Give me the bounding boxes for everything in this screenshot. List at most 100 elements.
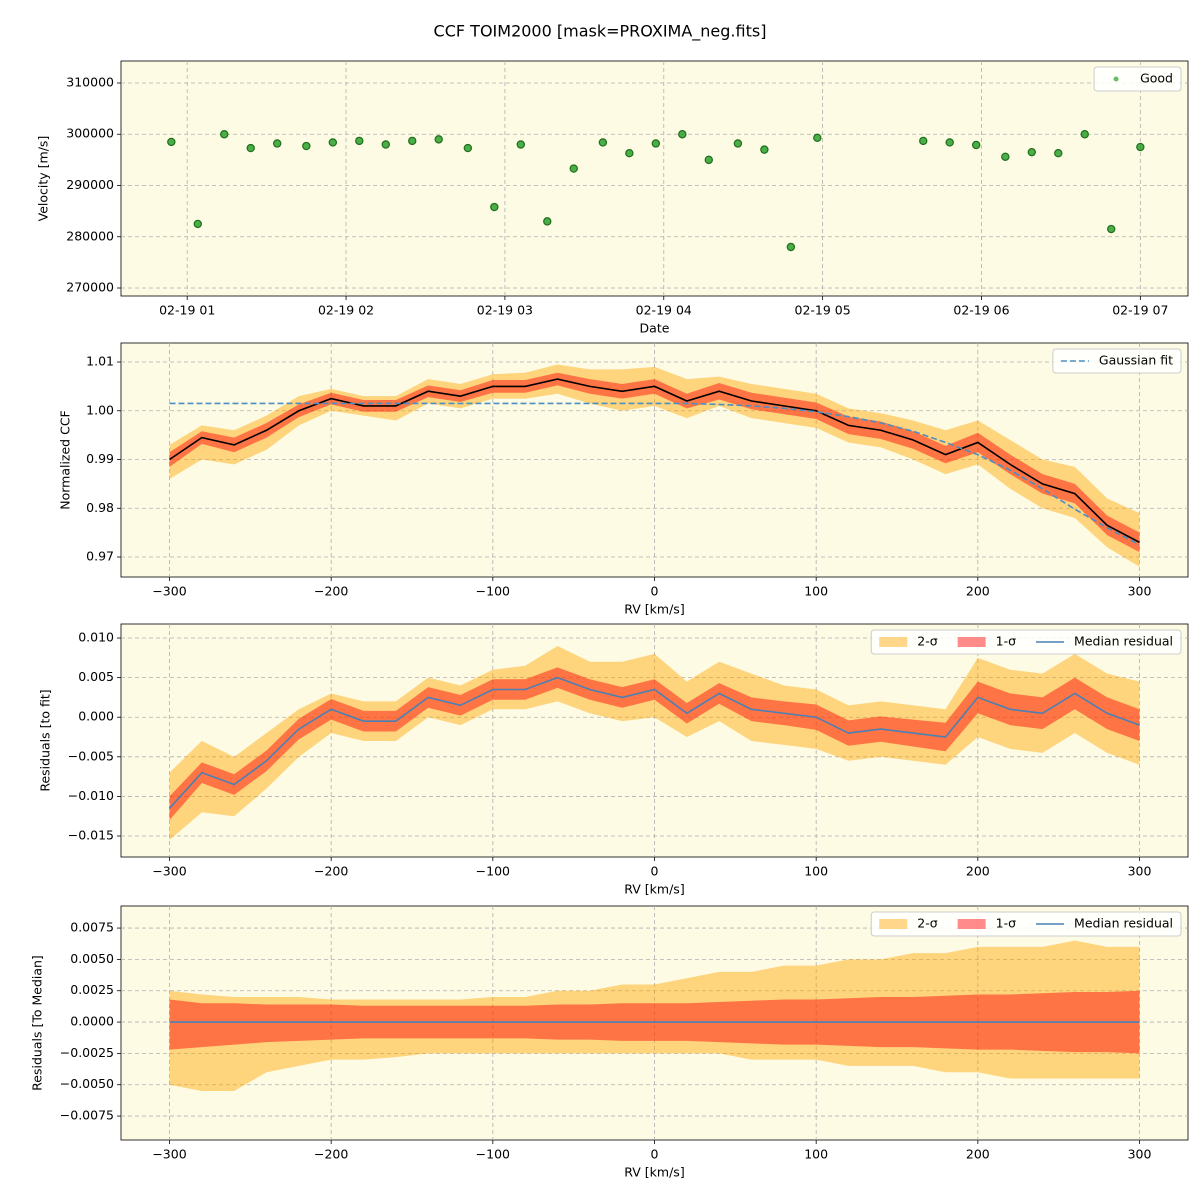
- data-point: [193, 219, 202, 229]
- data-point: [463, 143, 473, 153]
- data-point: [919, 136, 928, 146]
- data-point: [246, 143, 255, 153]
- x-tick-label: 02-19 05: [795, 303, 851, 318]
- legend-label: 1-σ: [996, 916, 1016, 931]
- legend-label: 2-σ: [917, 916, 937, 931]
- panel: −300 −200 −100 0 100 200 300 0.97 0.98 0.99 1.00 1.…: [58, 342, 1189, 617]
- legend-swatch: [879, 919, 908, 929]
- x-tick-label: 300: [1128, 1147, 1152, 1162]
- data-point: [1027, 147, 1036, 157]
- legend: Good: [1093, 66, 1182, 92]
- data-point: [355, 136, 364, 146]
- x-tick-label: 200: [966, 864, 990, 879]
- y-tick-label: 0.005: [78, 669, 114, 684]
- x-tick-label: −300: [152, 864, 186, 879]
- legend-swatch: [879, 637, 908, 647]
- y-tick-label: −0.010: [68, 788, 114, 803]
- data-point: [434, 135, 443, 144]
- confidence-band: [169, 645, 1140, 840]
- x-tick-label: 100: [804, 584, 828, 599]
- y-tick-label: 280000: [66, 228, 114, 243]
- data-point: [760, 145, 769, 154]
- legend-swatch: [957, 637, 986, 647]
- x-tick-label: −200: [314, 864, 348, 879]
- confidence-band: [169, 372, 1140, 553]
- legend: Gaussian fit: [1052, 348, 1182, 374]
- y-tick-label: 270000: [66, 280, 114, 295]
- legend: 2-σ 1-σ Median residual: [870, 911, 1182, 937]
- legend-label: 2-σ: [917, 634, 937, 649]
- data-point: [328, 138, 338, 147]
- data-point: [302, 141, 311, 151]
- x-tick-label: 02-19 06: [953, 303, 1009, 318]
- x-tick-label: −100: [476, 584, 510, 599]
- x-tick-label: −300: [152, 584, 186, 599]
- x-tick-label: −200: [314, 1147, 348, 1162]
- line: [168, 676, 1140, 809]
- x-axis-label: Date: [640, 321, 670, 336]
- x-tick-label: 02-19 03: [477, 303, 533, 318]
- legend-label: Good: [1140, 71, 1173, 86]
- legend: 2-σ 1-σ Median residual: [870, 629, 1182, 655]
- x-tick-label: 0: [651, 1147, 659, 1162]
- data-point: [167, 137, 176, 147]
- confidence-band: [169, 667, 1140, 821]
- y-tick-label: −0.005: [68, 748, 114, 763]
- data-point: [273, 139, 282, 148]
- data-point: [569, 164, 578, 173]
- y-tick-label: 0.010: [78, 630, 114, 645]
- y-axis-label: Residuals [to fit]: [38, 689, 53, 791]
- panel: −300 −200 −100 0 100 200 300 −0.015 −0.010 −0.005…: [38, 623, 1189, 897]
- y-tick-label: 0.97: [86, 549, 114, 564]
- y-tick-label: 0.0050: [70, 951, 114, 966]
- x-tick-label: 100: [804, 864, 828, 879]
- x-tick-label: 300: [1128, 584, 1152, 599]
- y-tick-label: 290000: [66, 177, 114, 192]
- data-point: [704, 155, 713, 165]
- data-point: [971, 140, 981, 150]
- legend-box: [870, 629, 1182, 655]
- y-tick-label: −0.0050: [60, 1076, 114, 1091]
- data-point: [490, 202, 499, 212]
- data-point: [1080, 130, 1089, 139]
- x-tick-label: 0: [651, 864, 659, 879]
- data-point: [408, 136, 417, 146]
- x-tick-label: 200: [966, 1147, 990, 1162]
- x-axis-label: RV [km/s]: [624, 882, 684, 897]
- data-point: [1107, 224, 1116, 234]
- x-tick-label: 02-19 07: [1112, 303, 1168, 318]
- data-point: [651, 139, 661, 148]
- legend-swatch: [957, 919, 986, 929]
- data-point: [516, 140, 525, 149]
- x-tick-label: −100: [476, 1147, 510, 1162]
- panel: −300 −200 −100 0 100 200 300 −0.0075 −0.0050 −0.0…: [30, 905, 1189, 1180]
- y-tick-label: −0.015: [68, 828, 114, 843]
- y-tick-label: −0.0075: [60, 1108, 114, 1123]
- x-tick-label: −300: [152, 1147, 186, 1162]
- legend-box: [1052, 348, 1182, 374]
- x-tick-label: −200: [314, 584, 348, 599]
- plot-area: [120, 60, 1189, 297]
- data-point: [1136, 142, 1145, 152]
- data-point: [678, 130, 687, 139]
- x-tick-label: 02-19 01: [159, 303, 215, 318]
- data-point: [1054, 149, 1063, 158]
- legend-label: Median residual: [1074, 916, 1173, 931]
- y-tick-label: 0.000: [78, 709, 114, 724]
- data-point: [381, 140, 390, 149]
- x-tick-label: 0: [651, 584, 659, 599]
- x-tick-label: 300: [1128, 864, 1152, 879]
- panel: 02-19 01 02-19 02 02-19 03 02-19 04 02-19 05…: [36, 60, 1189, 336]
- y-tick-label: 0.0025: [70, 982, 114, 997]
- y-axis-label: Normalized CCF: [58, 410, 73, 510]
- y-tick-label: −0.0025: [60, 1045, 114, 1060]
- legend-label: Gaussian fit: [1099, 353, 1173, 368]
- legend-label: 1-σ: [996, 634, 1016, 649]
- y-tick-label: 0.98: [86, 500, 114, 515]
- y-tick-label: 310000: [66, 74, 114, 89]
- data-point: [543, 217, 552, 226]
- x-tick-label: 200: [966, 584, 990, 599]
- x-axis-label: RV [km/s]: [624, 602, 684, 617]
- x-tick-label: 100: [804, 1147, 828, 1162]
